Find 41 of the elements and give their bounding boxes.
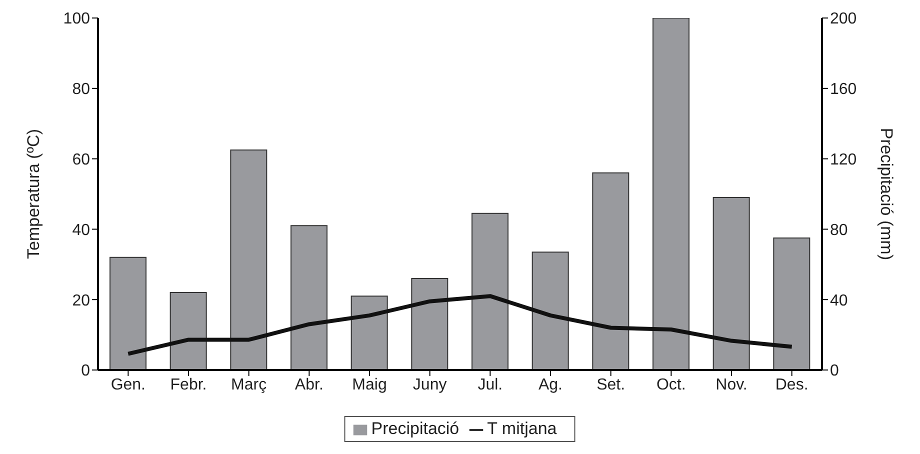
- bar: [712, 197, 750, 370]
- y-tick-label: 40: [72, 222, 90, 239]
- bar: [170, 292, 207, 370]
- y-tick-label: 100: [63, 10, 90, 28]
- x-tick-label: Des.: [775, 376, 808, 394]
- y2-tick-label: 40: [830, 292, 848, 310]
- bar: [773, 238, 810, 370]
- bar: [411, 278, 448, 370]
- y-tick-label: 20: [72, 292, 90, 310]
- x-tick-label: Abr.: [294, 376, 324, 394]
- legend-label: Precipitació: [371, 419, 460, 438]
- y2-tick-label: 120: [830, 151, 857, 168]
- x-tick-label: Gen.: [110, 376, 146, 394]
- x-tick-label: Ag.: [538, 376, 563, 394]
- x-tick-label: Maig: [352, 376, 387, 394]
- line-series: [126, 294, 794, 356]
- y2-tick-label: 200: [830, 10, 857, 28]
- bar: [652, 18, 690, 370]
- bar: [290, 225, 328, 370]
- bar: [110, 256, 146, 370]
- y-tick-label: 80: [72, 81, 90, 98]
- y2-tick-label: 160: [830, 81, 857, 98]
- bar: [350, 296, 388, 370]
- x-tick-label: Febr.: [170, 376, 207, 394]
- y2-tick-label: 0: [830, 362, 839, 380]
- x-tick-label: Oct.: [656, 376, 686, 394]
- x-tick-label: Juny: [412, 376, 447, 394]
- x-tick-label: Març: [231, 376, 267, 394]
- y-tick-label: 0: [81, 362, 90, 380]
- y-axis-title: Temperatura (ºC): [24, 129, 44, 259]
- bar: [532, 252, 569, 370]
- x-tick-label: Set.: [596, 376, 626, 394]
- x-tick-label: Nov.: [716, 376, 748, 394]
- bar: [230, 150, 268, 370]
- y-tick-label: 60: [72, 151, 90, 168]
- y2-tick-label: 80: [830, 222, 848, 239]
- y2-axis-title: Precipitació (mm): [876, 128, 896, 260]
- bar: [472, 212, 508, 370]
- bar: [592, 172, 630, 370]
- legend-label: T mitjana: [487, 419, 557, 438]
- x-tick-label: Jul.: [478, 376, 503, 394]
